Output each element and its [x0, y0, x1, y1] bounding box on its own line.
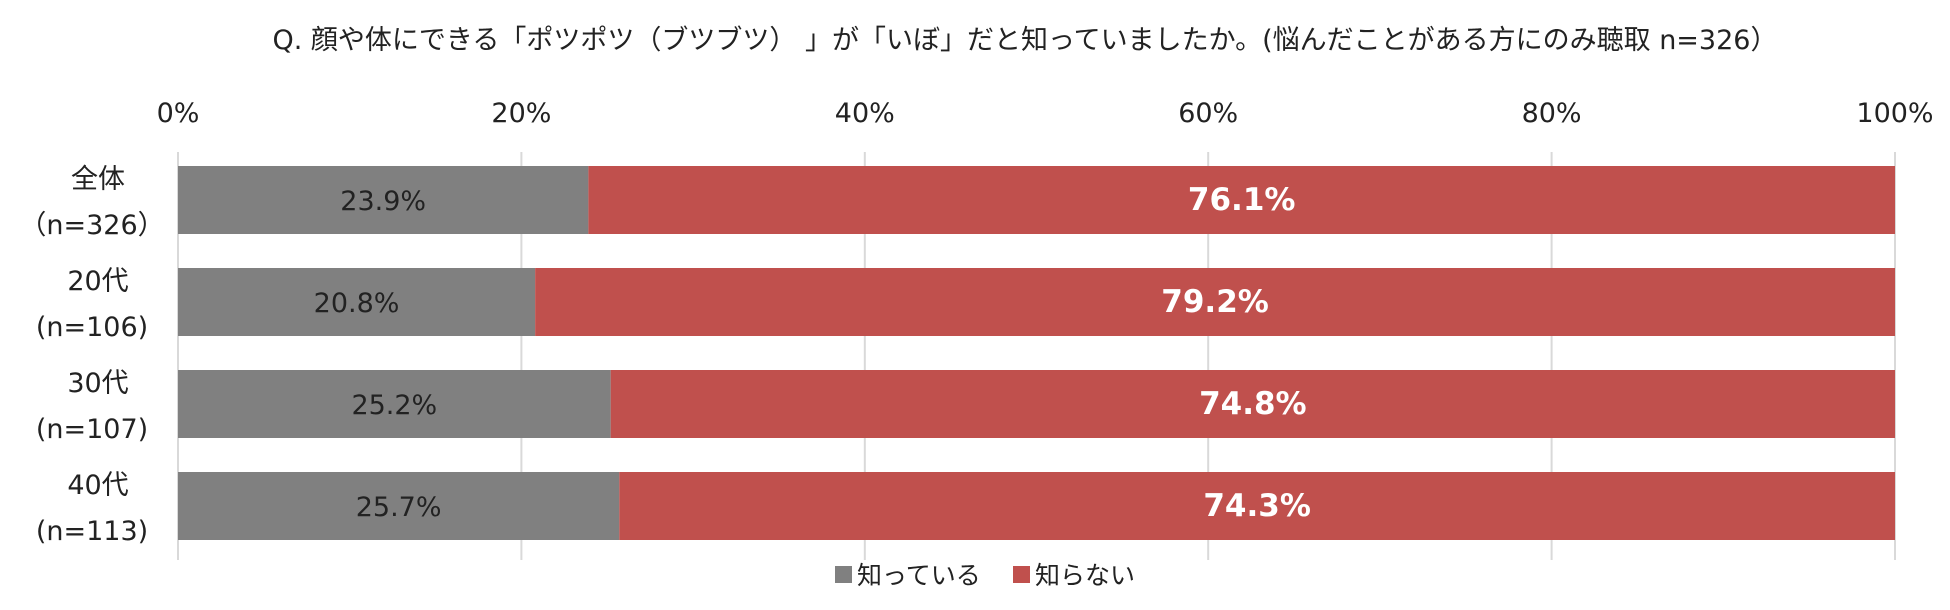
category-sublabel: (n=107): [36, 414, 148, 445]
category-sublabel: (n=106): [36, 312, 148, 343]
data-label: 79.2%: [1161, 284, 1269, 320]
data-label: 20.8%: [314, 288, 400, 319]
legend-label: 知らない: [1035, 561, 1135, 590]
category-label: 20代: [67, 266, 128, 297]
category-label: 30代: [67, 368, 128, 399]
bar-segment: [178, 370, 611, 438]
x-tick-label: 100%: [1856, 98, 1933, 129]
data-label: 74.8%: [1199, 386, 1307, 422]
bar-segment: [610, 370, 1895, 438]
data-label: 25.7%: [356, 492, 442, 523]
category-sublabel: (n=113): [36, 516, 148, 547]
x-tick-label: 40%: [835, 98, 895, 129]
x-tick-label: 60%: [1178, 98, 1238, 129]
category-sublabel: （n=326）: [19, 210, 164, 241]
bar-segment: [178, 166, 589, 234]
data-label: 76.1%: [1188, 182, 1296, 218]
x-tick-label: 0%: [157, 98, 200, 129]
x-tick-label: 80%: [1522, 98, 1582, 129]
data-label: 23.9%: [340, 186, 426, 217]
bar-segment: [178, 472, 620, 540]
x-tick-label: 20%: [491, 98, 551, 129]
data-label: 74.3%: [1203, 488, 1311, 524]
category-label: 全体: [71, 164, 125, 195]
category-label: 40代: [67, 470, 128, 501]
legend-swatch: [835, 566, 852, 583]
bar-segment: [178, 268, 536, 336]
data-label: 25.2%: [351, 390, 437, 421]
legend-swatch: [1013, 566, 1030, 583]
bar-segment: [588, 166, 1895, 234]
legend-label: 知っている: [857, 561, 981, 590]
bar-segment: [619, 472, 1895, 540]
chart-title: Q. 顔や体にできる「ポツポツ（ブツブツ） 」が「いぼ」だと知っていましたか。(…: [272, 25, 1778, 56]
bar-segment: [535, 268, 1895, 336]
